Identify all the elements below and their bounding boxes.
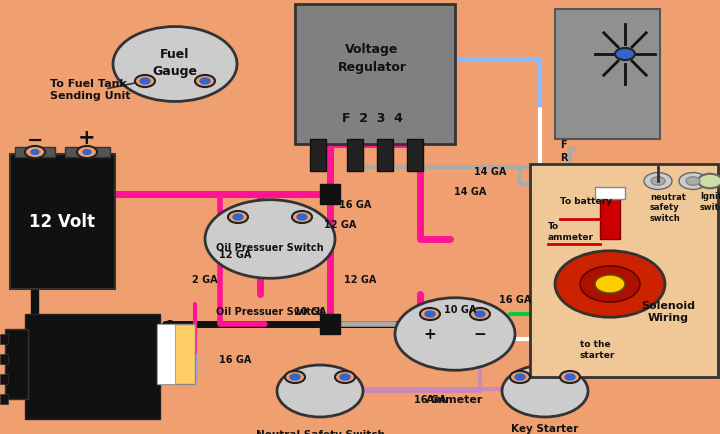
Circle shape <box>31 150 39 155</box>
Text: −: − <box>474 327 487 342</box>
Text: 10 GA: 10 GA <box>294 306 326 316</box>
Circle shape <box>297 214 307 220</box>
Text: To Fuel Tank
Sending Unit: To Fuel Tank Sending Unit <box>50 79 130 101</box>
Bar <box>157 324 175 384</box>
Bar <box>310 140 326 171</box>
Text: F: F <box>560 140 567 150</box>
Circle shape <box>290 374 300 380</box>
Circle shape <box>140 79 150 85</box>
Bar <box>15 148 55 158</box>
Circle shape <box>340 374 350 380</box>
Text: 2 GA: 2 GA <box>192 274 218 284</box>
Circle shape <box>565 374 575 380</box>
Text: Fuel: Fuel <box>161 48 189 61</box>
Circle shape <box>233 214 243 220</box>
Text: neutrat
safety
switch: neutrat safety switch <box>650 193 686 222</box>
Text: Ignition
switch: Ignition switch <box>700 192 720 211</box>
Bar <box>25 314 160 419</box>
Text: R: R <box>560 153 567 163</box>
Circle shape <box>420 308 440 320</box>
Text: Oil Pressuer Switch: Oil Pressuer Switch <box>216 243 324 253</box>
Bar <box>320 184 340 204</box>
Bar <box>295 5 455 145</box>
Bar <box>5 329 28 399</box>
Circle shape <box>113 27 237 102</box>
Text: 16 GA: 16 GA <box>219 354 251 364</box>
Text: To battery: To battery <box>560 197 612 206</box>
Text: To
ammeter: To ammeter <box>548 222 594 241</box>
Circle shape <box>425 311 435 317</box>
Circle shape <box>395 298 515 370</box>
Text: Regulator: Regulator <box>338 61 407 74</box>
Circle shape <box>595 275 625 293</box>
Bar <box>0 394 8 404</box>
Text: F  2  3  4: F 2 3 4 <box>341 111 402 124</box>
Text: 16 GA: 16 GA <box>499 294 531 304</box>
Bar <box>0 354 8 364</box>
Text: 14 GA: 14 GA <box>454 187 486 197</box>
Text: Oil Pressuer Switch: Oil Pressuer Switch <box>216 306 324 316</box>
Text: Solenoid
Wiring: Solenoid Wiring <box>641 300 695 322</box>
Text: Ammeter: Ammeter <box>426 394 484 404</box>
Circle shape <box>200 79 210 85</box>
Bar <box>600 194 620 240</box>
Bar <box>407 140 423 171</box>
Bar <box>595 187 625 200</box>
Circle shape <box>470 308 490 320</box>
Circle shape <box>292 211 312 224</box>
Text: Voltage: Voltage <box>346 43 399 56</box>
Bar <box>530 164 718 377</box>
Text: 12 GA: 12 GA <box>324 220 356 230</box>
Text: 12 Volt: 12 Volt <box>29 213 95 230</box>
Circle shape <box>686 178 700 186</box>
Bar <box>157 324 195 384</box>
Text: to the
starter: to the starter <box>580 339 616 359</box>
Circle shape <box>679 173 707 190</box>
Circle shape <box>25 147 45 159</box>
Text: 14 GA: 14 GA <box>474 167 506 177</box>
Text: 10 GA: 10 GA <box>444 304 476 314</box>
Circle shape <box>475 311 485 317</box>
Bar <box>10 155 115 289</box>
Circle shape <box>195 76 215 88</box>
Bar <box>555 10 660 140</box>
Circle shape <box>615 49 635 61</box>
Bar <box>0 334 8 344</box>
Circle shape <box>77 147 97 159</box>
Bar <box>347 140 363 171</box>
Text: Key Starter
swiitch: Key Starter swiitch <box>511 423 579 434</box>
Text: +: + <box>78 128 96 148</box>
Circle shape <box>502 365 588 417</box>
Circle shape <box>277 365 363 417</box>
Text: Gauge: Gauge <box>153 66 197 78</box>
Circle shape <box>560 371 580 383</box>
Circle shape <box>228 211 248 224</box>
Text: 16 GA: 16 GA <box>339 200 372 210</box>
Circle shape <box>515 374 525 380</box>
Circle shape <box>580 266 640 302</box>
Circle shape <box>651 178 665 186</box>
Text: −: − <box>27 130 43 149</box>
Bar <box>320 314 340 334</box>
Circle shape <box>335 371 355 383</box>
Text: 12 GA: 12 GA <box>344 274 376 284</box>
Text: Neutral Safety Switch: Neutral Safety Switch <box>256 429 384 434</box>
Circle shape <box>135 76 155 88</box>
Circle shape <box>83 150 91 155</box>
Bar <box>377 140 393 171</box>
Text: +: + <box>423 327 436 342</box>
Circle shape <box>698 174 720 189</box>
Circle shape <box>285 371 305 383</box>
Circle shape <box>205 200 335 279</box>
Bar <box>0 374 8 384</box>
Text: 12 GA: 12 GA <box>219 250 251 260</box>
Circle shape <box>555 251 665 318</box>
Text: 16 GA: 16 GA <box>414 394 446 404</box>
Circle shape <box>644 173 672 190</box>
Bar <box>65 148 110 158</box>
Circle shape <box>510 371 530 383</box>
